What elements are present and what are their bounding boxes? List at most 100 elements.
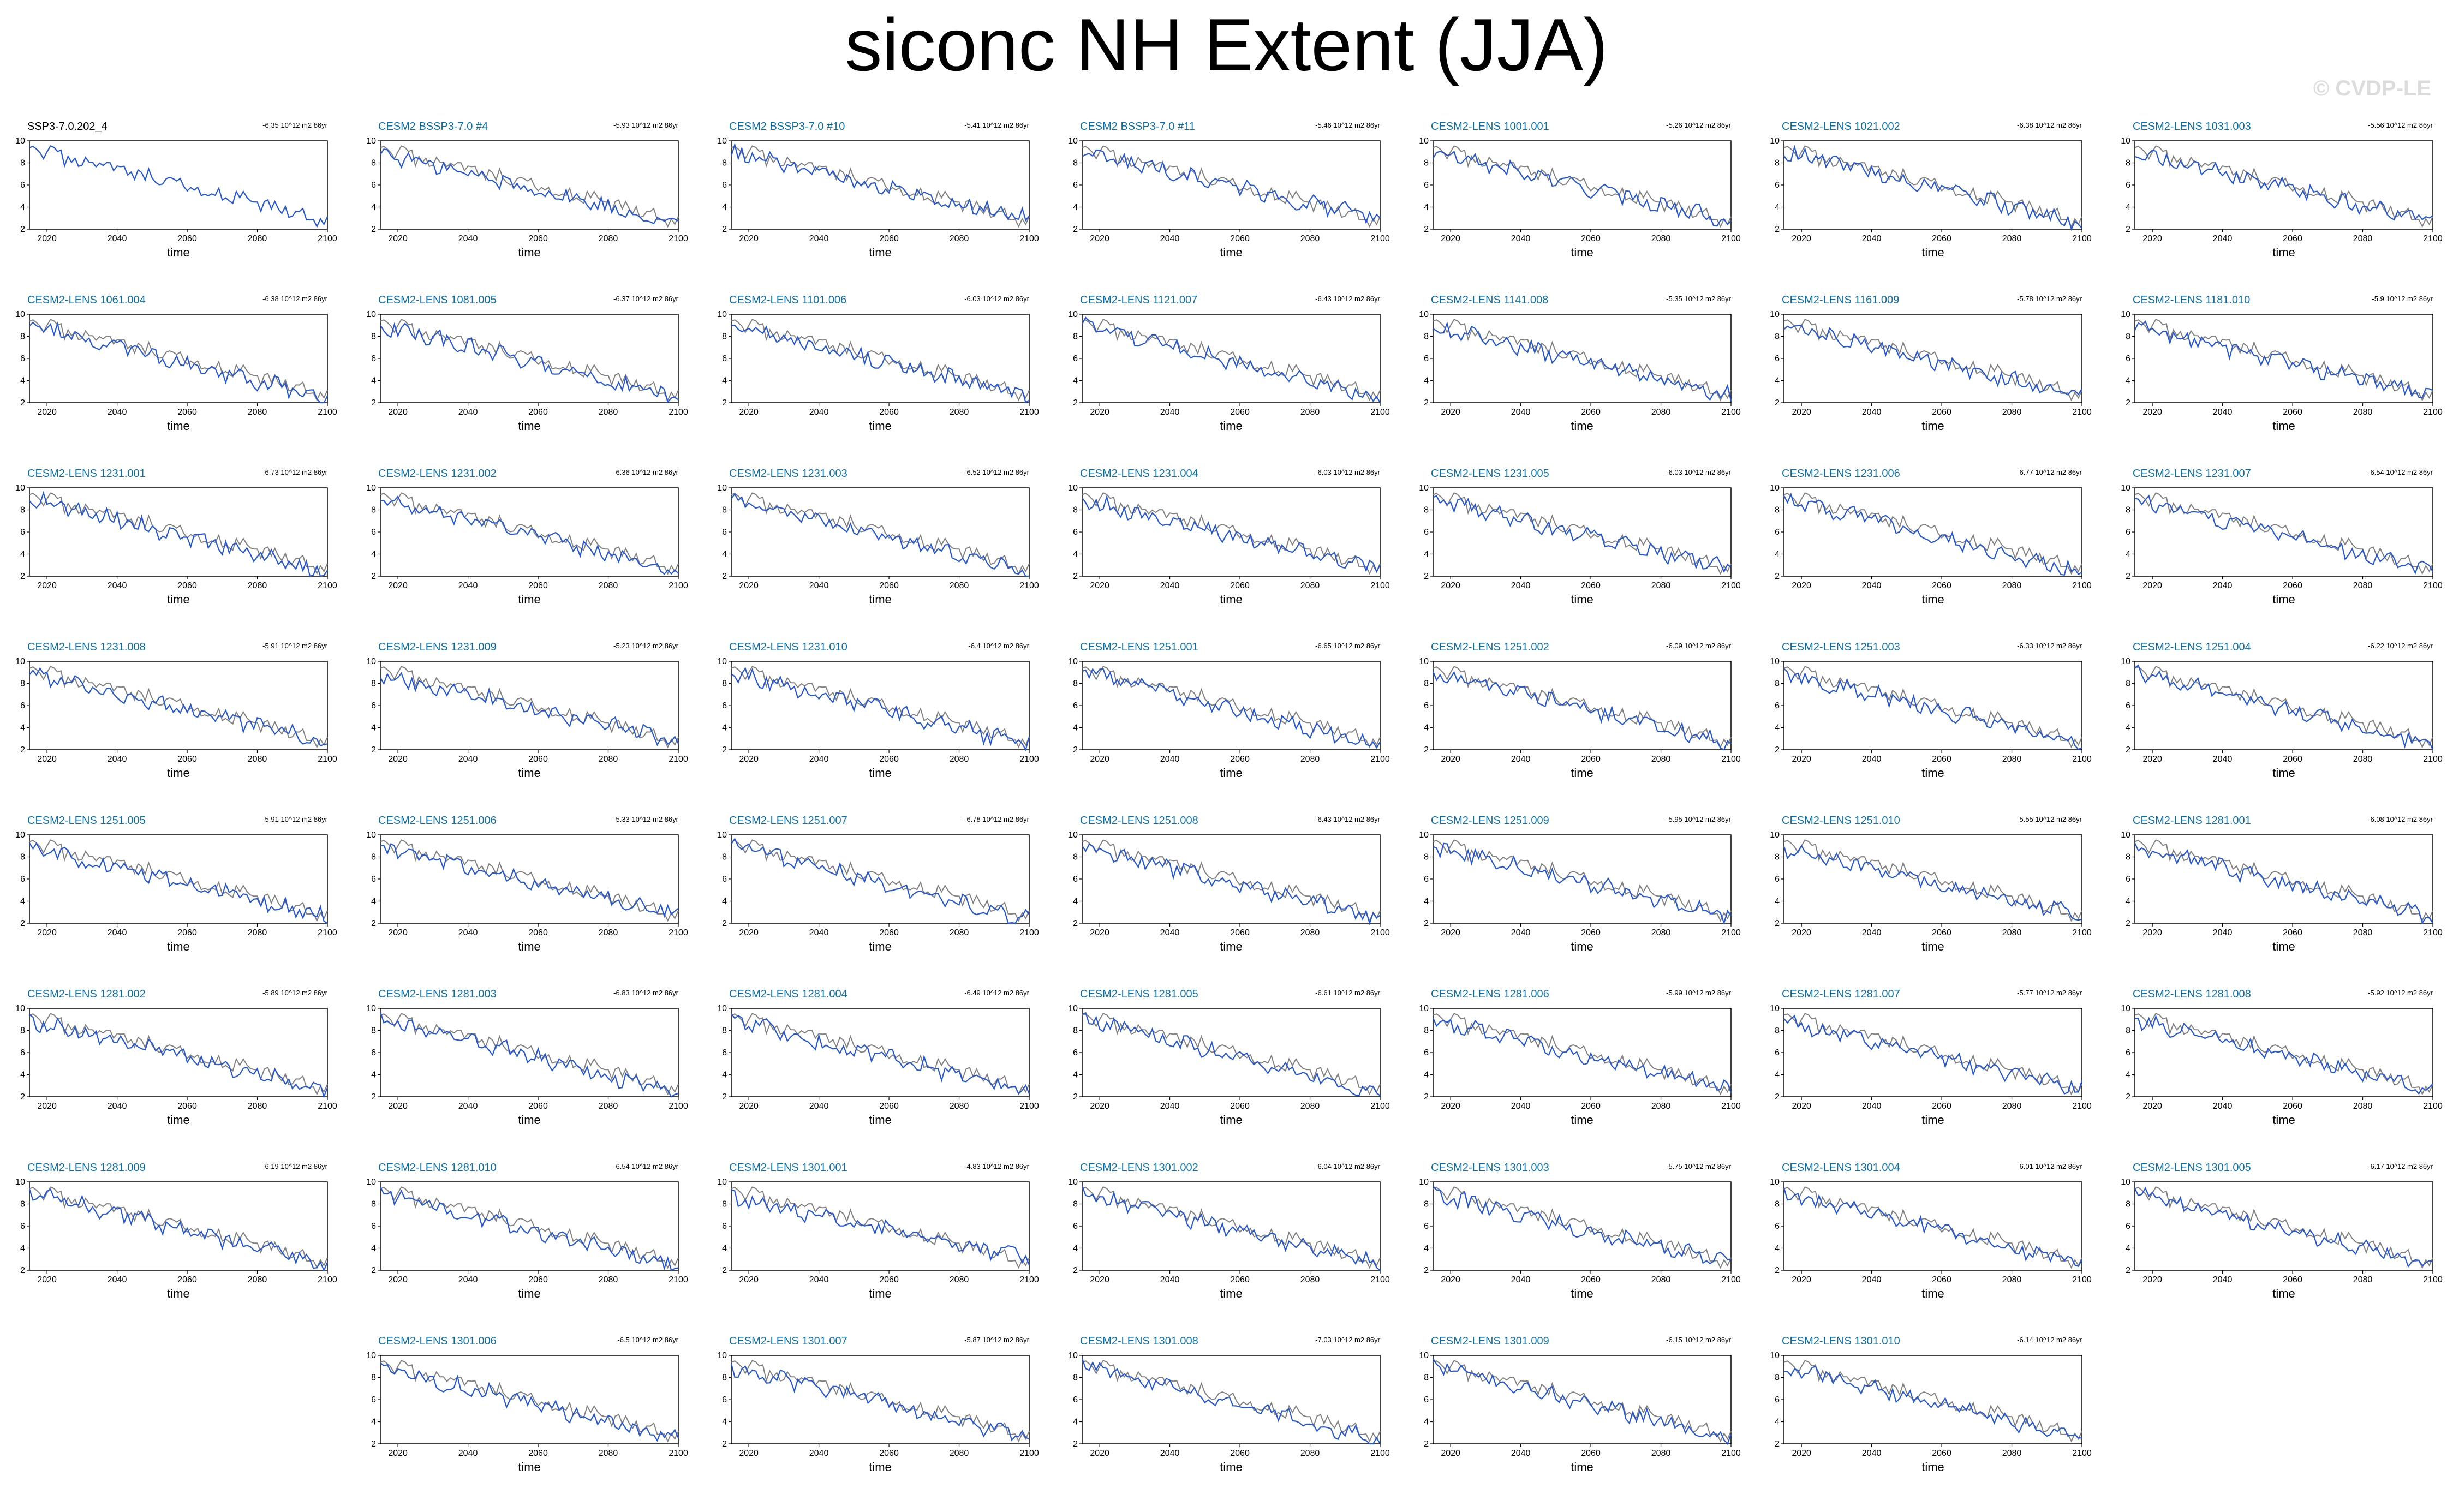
y-tick-label: 6 bbox=[2126, 701, 2130, 710]
y-tick-label: 2 bbox=[1424, 1439, 1429, 1449]
y-tick-label: 4 bbox=[1073, 724, 1078, 733]
panel-28: CESM2-LENS 1251.004 -6.22 10^12 m2 86yr 2 4… bbox=[2121, 641, 2443, 780]
series-line bbox=[2134, 149, 2433, 221]
y-tick-label: 2 bbox=[1775, 1092, 1780, 1102]
plot-frame bbox=[380, 1181, 679, 1271]
y-tick-label: 8 bbox=[1775, 1373, 1780, 1383]
x-tick-label: 2100 bbox=[1019, 234, 1039, 243]
y-tick-label: 6 bbox=[20, 528, 25, 537]
reference-line bbox=[731, 319, 1030, 402]
y-tick-label: 6 bbox=[2126, 1222, 2130, 1231]
x-tick-label: 2100 bbox=[669, 234, 688, 243]
x-tick-label: 2020 bbox=[739, 928, 759, 937]
y-tick-label: 10 bbox=[1770, 310, 1780, 319]
y-tick-label: 4 bbox=[1775, 550, 1780, 559]
x-tick-label: 2040 bbox=[2213, 234, 2233, 243]
panel-49: CESM2-LENS 1301.005 -6.17 10^12 m2 86yr 2 4… bbox=[2121, 1162, 2443, 1300]
x-axis-label: time bbox=[2272, 940, 2295, 953]
x-tick-label: 2080 bbox=[1651, 581, 1671, 590]
y-tick-label: 8 bbox=[1424, 159, 1429, 168]
y-tick-label: 8 bbox=[1073, 159, 1078, 168]
x-tick-label: 2040 bbox=[2213, 581, 2233, 590]
x-tick-label: 2080 bbox=[1300, 1449, 1320, 1458]
watermark: © CVDP-LE bbox=[2313, 76, 2431, 100]
x-tick-label: 2080 bbox=[248, 408, 267, 417]
x-tick-label: 2020 bbox=[388, 408, 408, 417]
x-tick-label: 2080 bbox=[1651, 755, 1671, 764]
reference-line bbox=[1082, 1360, 1381, 1443]
y-tick-label: 10 bbox=[1419, 136, 1429, 146]
panel-trend: -6.01 10^12 m2 86yr bbox=[2017, 1162, 2082, 1170]
x-tick-label: 2100 bbox=[2072, 1449, 2092, 1458]
x-tick-label: 2100 bbox=[669, 1275, 688, 1284]
x-tick-label: 2040 bbox=[1511, 581, 1531, 590]
panel-trend: -5.99 10^12 m2 86yr bbox=[1666, 989, 1732, 997]
x-tick-label: 2080 bbox=[950, 408, 969, 417]
x-axis-label: time bbox=[167, 940, 190, 953]
x-tick-label: 2040 bbox=[458, 1449, 478, 1458]
x-tick-label: 2060 bbox=[879, 234, 899, 243]
x-tick-label: 2020 bbox=[739, 581, 759, 590]
panel-trend: -6.52 10^12 m2 86yr bbox=[964, 468, 1030, 476]
panel-42: CESM2-LENS 1281.008 -5.92 10^12 m2 86yr 2 4… bbox=[2121, 988, 2443, 1127]
plot-frame bbox=[380, 314, 679, 403]
panel-1: SSP3-7.0.202_4 -6.35 10^12 m2 86yr 2 4 6 8 10 2… bbox=[15, 121, 337, 259]
x-tick-label: 2100 bbox=[2423, 1102, 2443, 1111]
x-tick-label: 2020 bbox=[1441, 1449, 1460, 1458]
x-tick-label: 2080 bbox=[248, 581, 267, 590]
panel-29: CESM2-LENS 1251.005 -5.91 10^12 m2 86yr 2 4… bbox=[15, 815, 337, 953]
x-tick-label: 2060 bbox=[879, 581, 899, 590]
x-tick-label: 2060 bbox=[879, 755, 899, 764]
y-tick-label: 8 bbox=[20, 1026, 25, 1036]
y-tick-label: 4 bbox=[1775, 1418, 1780, 1427]
x-tick-label: 2100 bbox=[1019, 1449, 1039, 1458]
x-tick-label: 2100 bbox=[669, 928, 688, 937]
y-tick-label: 10 bbox=[366, 830, 376, 840]
y-tick-label: 2 bbox=[1424, 572, 1429, 581]
plot-frame bbox=[380, 1008, 679, 1097]
panel-trend: -6.03 10^12 m2 86yr bbox=[964, 295, 1030, 303]
x-tick-label: 2040 bbox=[809, 234, 829, 243]
panel-39: CESM2-LENS 1281.005 -6.61 10^12 m2 86yr 2 4… bbox=[1068, 988, 1390, 1127]
panel-15: CESM2-LENS 1231.001 -6.73 10^12 m2 86yr 2 4… bbox=[15, 468, 337, 606]
series-line bbox=[1433, 842, 1732, 925]
panel-trend: -5.77 10^12 m2 86yr bbox=[2017, 989, 2082, 997]
y-tick-label: 8 bbox=[2126, 679, 2130, 689]
y-tick-label: 10 bbox=[1419, 310, 1429, 319]
reference-line bbox=[1433, 1360, 1732, 1443]
panel-trend: -5.33 10^12 m2 86yr bbox=[613, 815, 679, 823]
panel-32: CESM2-LENS 1251.008 -6.43 10^12 m2 86yr 2 4… bbox=[1068, 815, 1390, 953]
x-tick-label: 2060 bbox=[2283, 928, 2302, 937]
x-tick-label: 2040 bbox=[458, 408, 478, 417]
plot-frame bbox=[731, 1181, 1030, 1271]
x-tick-label: 2100 bbox=[1370, 1275, 1390, 1284]
x-tick-label: 2060 bbox=[1932, 234, 1951, 243]
panel-title: CESM2-LENS 1141.008 bbox=[1431, 294, 1548, 306]
reference-line bbox=[731, 1186, 1030, 1269]
series-line bbox=[1082, 494, 1381, 573]
panel-title: CESM2-LENS 1021.002 bbox=[1782, 121, 1900, 133]
x-tick-label: 2040 bbox=[108, 1102, 127, 1111]
y-tick-label: 6 bbox=[722, 1395, 727, 1405]
y-tick-label: 6 bbox=[722, 181, 727, 190]
y-tick-label: 2 bbox=[1775, 919, 1780, 928]
x-tick-label: 2040 bbox=[458, 928, 478, 937]
x-tick-label: 2060 bbox=[1230, 1102, 1250, 1111]
y-tick-label: 2 bbox=[2126, 225, 2130, 234]
x-tick-label: 2020 bbox=[1090, 755, 1109, 764]
panel-45: CESM2-LENS 1301.001 -4.83 10^12 m2 86yr 2 4… bbox=[717, 1162, 1039, 1300]
panel-trend: -5.23 10^12 m2 86yr bbox=[613, 642, 679, 650]
y-tick-label: 2 bbox=[1424, 225, 1429, 234]
x-axis-label: time bbox=[167, 419, 190, 433]
x-tick-label: 2080 bbox=[2002, 755, 2022, 764]
y-tick-label: 8 bbox=[722, 1200, 727, 1209]
panel-title: CESM2-LENS 1281.006 bbox=[1431, 988, 1549, 1000]
x-axis-label: time bbox=[1921, 419, 1944, 433]
x-tick-label: 2020 bbox=[1090, 1102, 1109, 1111]
reference-line bbox=[1433, 839, 1732, 922]
y-tick-label: 4 bbox=[1775, 897, 1780, 906]
y-tick-label: 8 bbox=[20, 332, 25, 342]
panel-trend: -6.73 10^12 m2 86yr bbox=[262, 468, 328, 476]
x-tick-label: 2060 bbox=[879, 1102, 899, 1111]
panel-trend: -6.78 10^12 m2 86yr bbox=[964, 815, 1030, 823]
